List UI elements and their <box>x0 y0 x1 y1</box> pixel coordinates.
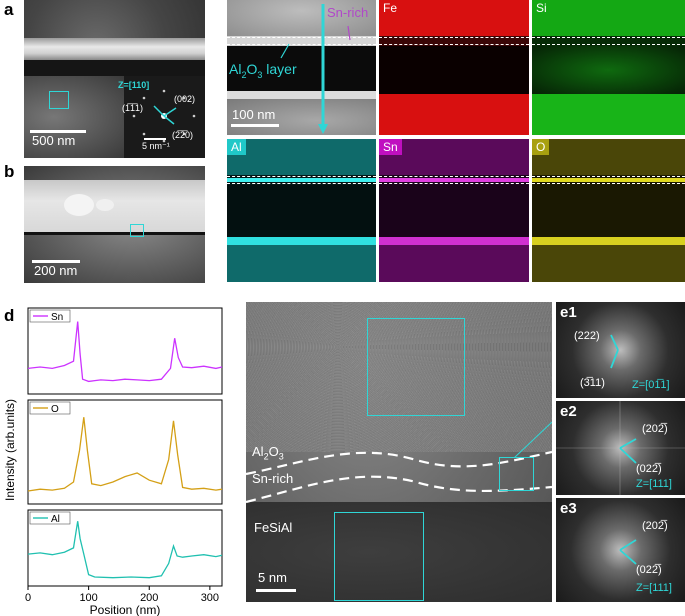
fft-e3-zone: Z=[111] <box>636 582 672 594</box>
legend-label: O <box>51 404 59 415</box>
scale-bar <box>256 589 296 592</box>
scale-bar <box>231 124 279 127</box>
scale-bar <box>30 130 86 133</box>
diffraction-inset <box>124 76 205 158</box>
al2o3-label: Al2O3 <box>252 444 284 462</box>
panel-d-letter: d <box>4 306 15 325</box>
fft-e1-spot1: (222) <box>574 330 600 342</box>
hrtem-image: Al2O3 Sn-rich FeSiAl 5 nm <box>246 302 552 602</box>
fesial-label: FeSiAl <box>254 520 293 535</box>
spot-220-label: (2̅2̅0) <box>172 130 194 140</box>
x-tick-label: 100 <box>79 592 97 604</box>
recip-scale-label: 5 nm⁻¹ <box>142 141 170 151</box>
sn-map-label: Sn <box>379 139 402 155</box>
fft-e1-title: e1 <box>560 304 577 321</box>
fft-e3-title: e3 <box>560 500 577 517</box>
panel-a-tem-image: Z=[110] (1̅1̅1) (002) (2̅2̅0) 500 nm 5 n… <box>24 0 205 158</box>
x-tick-label: 300 <box>201 592 219 604</box>
fft-e1: e1 (222) (3̅11) Z=[01̅1] <box>556 302 685 398</box>
x-axis-label: Position (nm) <box>90 603 161 616</box>
fe-map: Fe <box>379 0 529 135</box>
al-map-label: Al <box>227 139 246 155</box>
fft-e1-zone: Z=[01̅1] <box>632 379 670 391</box>
region-marker-box <box>130 224 144 237</box>
si-map: Si <box>532 0 685 135</box>
sn-rich-label: Sn-rich <box>252 471 294 486</box>
fft-region-e3 <box>334 512 424 601</box>
fft-e2-spot2: (022̅) <box>636 463 662 475</box>
scale-label: 100 nm <box>232 107 276 122</box>
subplot-frame <box>27 509 223 587</box>
y-axis-label: Intensity (arb.units) <box>3 399 17 501</box>
sn-map: Sn <box>379 139 529 282</box>
legend-box <box>29 309 71 323</box>
fft-e3-spot2: (022̅) <box>636 564 662 576</box>
subplot-frame <box>27 399 223 505</box>
fe-map-label: Fe <box>379 0 402 16</box>
fft-e2-title: e2 <box>560 403 577 420</box>
recip-scale-bar <box>144 138 166 140</box>
o-map-label: O <box>532 139 550 155</box>
fft-e2: e2 (202̅) (022̅) Z=[111] <box>556 401 685 495</box>
x-tick-label: 200 <box>140 592 158 604</box>
spot-111-label: (1̅1̅1) <box>122 103 144 113</box>
fft-region-e1 <box>367 318 465 416</box>
legend-box <box>29 401 71 415</box>
fft-e2-zone: Z=[111] <box>636 478 672 490</box>
zone-axis-label: Z=[110] <box>118 80 150 90</box>
panel-b-tem-image: 200 nm <box>24 166 205 283</box>
scale-bar <box>32 260 80 263</box>
line-profile-chart: Sn O Al 0 100 200 300 Position (nm) Intensity (a… <box>3 307 223 616</box>
sn-rich-label: Sn-rich <box>327 5 369 20</box>
fft-region-e2 <box>499 457 534 491</box>
series-line-al <box>27 521 223 579</box>
spot-002-label: (002) <box>174 94 196 104</box>
al2o3-layer-label: Al2O3 layer <box>229 61 297 80</box>
fft-e3-spot1: (202̅) <box>642 520 668 532</box>
scale-label: 500 nm <box>32 133 76 148</box>
fft-e3: e3 (202̅) (022̅) Z=[111] <box>556 498 685 602</box>
subplot-frame <box>27 307 223 395</box>
al-map: Al <box>227 139 376 282</box>
x-tick-label: 0 <box>25 592 31 604</box>
scale-label: 5 nm <box>258 570 287 585</box>
legend-label: Sn <box>51 312 63 323</box>
scale-label: 200 nm <box>34 263 78 278</box>
panel-b-letter: b <box>4 162 15 181</box>
haadf-image: Sn-rich Al2O3 layer 100 nm <box>227 0 376 135</box>
series-line-sn <box>27 321 223 383</box>
series-line-o <box>27 417 223 492</box>
region-marker-box <box>49 91 69 109</box>
fft-e1-spot2: (3̅11) <box>580 377 605 389</box>
legend-label: Al <box>51 514 60 525</box>
legend-box <box>29 511 71 525</box>
panel-a-letter: a <box>4 0 14 19</box>
o-map: O <box>532 139 685 282</box>
si-map-label: Si <box>532 0 551 16</box>
fft-e2-spot1: (202̅) <box>642 423 668 435</box>
